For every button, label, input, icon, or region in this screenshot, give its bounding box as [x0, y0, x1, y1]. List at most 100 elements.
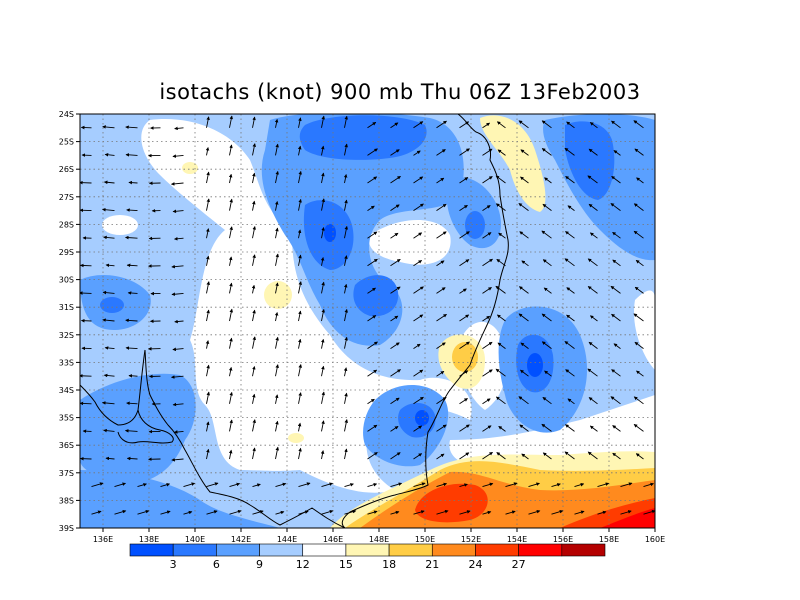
wind-arrow	[390, 452, 401, 460]
lat-tick-label: 34S	[59, 386, 74, 395]
wind-arrow	[321, 308, 325, 322]
wind-arrow	[459, 314, 470, 322]
wind-arrow	[274, 311, 279, 322]
wind-arrow	[413, 343, 421, 349]
colorbar-label: 27	[512, 558, 526, 571]
wind-arrow	[482, 176, 493, 184]
contour-15-18-inland	[264, 281, 292, 309]
wind-arrow	[413, 314, 424, 322]
wind-arrow	[390, 258, 401, 267]
wind-arrow	[589, 122, 598, 129]
wind-arrow	[344, 509, 357, 515]
wind-arrow	[542, 259, 552, 267]
wind-arrow	[574, 510, 585, 515]
wind-arrow	[103, 428, 115, 433]
wind-arrow	[436, 287, 446, 294]
wind-arrow	[436, 397, 447, 405]
wind-arrow	[206, 364, 210, 377]
wind-arrow	[126, 208, 138, 212]
contour-27-plus	[600, 508, 655, 528]
wind-arrow	[321, 365, 325, 377]
wind-arrow	[633, 424, 644, 432]
wind-arrow	[125, 318, 138, 323]
wind-arrow	[101, 401, 115, 405]
wind-arrow	[587, 258, 598, 267]
lon-tick-label: 156E	[553, 535, 573, 544]
wind-arrow	[542, 203, 552, 211]
wind-arrow	[229, 282, 233, 294]
wind-arrow	[206, 391, 211, 404]
wind-arrow	[206, 228, 210, 239]
wind-arrow	[495, 175, 506, 184]
lon-tick-label: 136E	[93, 535, 113, 544]
wind-arrow	[482, 287, 492, 294]
contour-3-6-west	[100, 297, 124, 313]
wind-arrow	[541, 313, 552, 322]
colorbar-label: 6	[213, 558, 220, 571]
wind-arrow	[126, 456, 138, 461]
lon-tick-label: 144E	[277, 535, 297, 544]
wind-arrow	[252, 200, 256, 211]
wind-arrow	[344, 448, 348, 460]
wind-arrow	[436, 509, 449, 515]
colorbar: 3 6 9 12 15 18 21 24 27	[129, 543, 606, 571]
lon-tick-label: 152E	[461, 535, 481, 544]
wind-arrow	[171, 458, 184, 462]
wind-arrow	[413, 396, 424, 405]
wind-arrow	[229, 115, 234, 128]
wind-arrow	[597, 510, 607, 515]
wind-arrow	[103, 180, 115, 185]
wind-arrow	[174, 319, 184, 324]
wind-arrow	[229, 144, 233, 156]
wind-arrow	[436, 482, 448, 488]
wind-arrow	[541, 120, 552, 129]
lat-tick-label: 26S	[59, 165, 74, 174]
wind-arrow	[174, 126, 184, 131]
wind-arrow	[459, 370, 469, 377]
wind-arrow	[251, 284, 256, 294]
wind-arrow	[612, 425, 621, 432]
filled-contours	[80, 114, 655, 528]
wind-arrow	[459, 483, 468, 488]
colorbar-swatch	[388, 543, 433, 557]
wind-arrow	[321, 115, 325, 128]
wind-arrow	[436, 260, 445, 267]
wind-arrow	[367, 424, 378, 432]
wind-arrow	[459, 288, 467, 294]
wind-arrow	[587, 451, 598, 460]
wind-arrow	[459, 424, 470, 432]
wind-arrow	[390, 510, 400, 515]
wind-arrow	[565, 175, 575, 184]
wind-arrow	[495, 203, 506, 211]
wind-arrow	[298, 170, 302, 184]
wind-arrow	[597, 482, 610, 488]
wind-arrow	[367, 315, 377, 322]
lat-tick-label: 25S	[59, 138, 74, 147]
wind-arrow	[518, 120, 529, 129]
wind-arrow	[613, 150, 621, 156]
contour-15-18-small	[288, 433, 304, 443]
wind-arrow	[519, 424, 529, 432]
wind-arrow	[611, 120, 621, 129]
wind-arrow	[228, 173, 233, 184]
lat-tick-label: 38S	[59, 496, 74, 505]
wind-arrow	[482, 205, 491, 211]
wind-arrow	[114, 509, 127, 515]
wind-arrow	[459, 204, 468, 211]
wind-arrow	[390, 342, 400, 349]
wind-arrow	[413, 232, 423, 239]
wind-arrow	[367, 205, 375, 211]
wind-arrow	[275, 482, 287, 488]
wind-arrow	[542, 397, 552, 405]
wind-arrow	[105, 263, 115, 268]
wind-arrow	[343, 367, 348, 377]
colorbar-label: 3	[170, 558, 177, 571]
wind-arrow	[297, 338, 302, 349]
coastline-gulf-west	[80, 349, 146, 426]
wind-arrow	[610, 203, 621, 211]
map-title: isotachs (knot) 900 mb Thu 06Z 13Feb2003	[159, 80, 641, 104]
wind-arrow	[612, 259, 621, 267]
wind-arrow	[252, 143, 257, 156]
wind-arrow	[542, 452, 552, 460]
wind-arrow	[228, 366, 233, 377]
